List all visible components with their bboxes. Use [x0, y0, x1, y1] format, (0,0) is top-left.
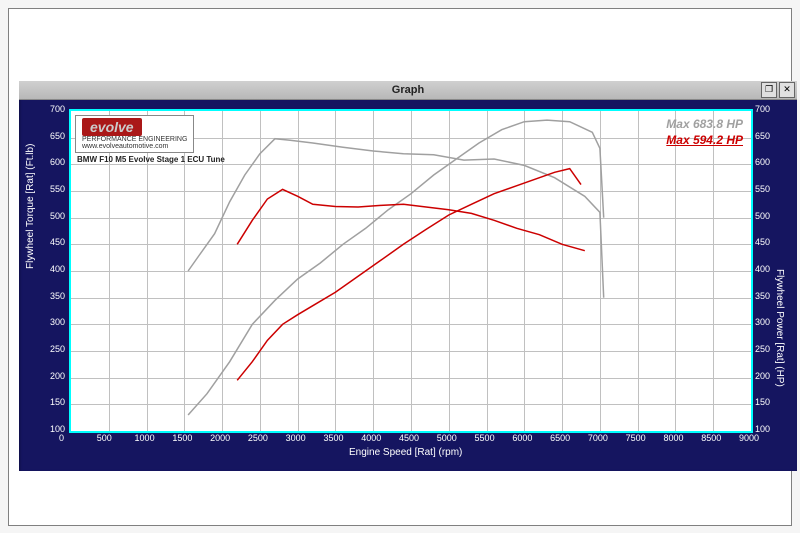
- y-right-tick: 500: [755, 211, 770, 221]
- max-label-0: Max 683.8 HP: [666, 117, 743, 131]
- x-tick: 9000: [739, 433, 759, 443]
- x-tick: 4500: [399, 433, 419, 443]
- y-right-axis-label: Flywheel Power [Rat] (HP): [774, 269, 785, 387]
- x-tick: 3000: [286, 433, 306, 443]
- x-tick: 500: [97, 433, 112, 443]
- y-right-tick: 200: [755, 371, 770, 381]
- x-tick: 8500: [701, 433, 721, 443]
- y-left-tick: 250: [50, 344, 65, 354]
- x-tick: 7000: [588, 433, 608, 443]
- y-left-axis-label: Flywheel Torque [Rat] (Ft.lb): [25, 144, 36, 269]
- title-controls: ❐ ✕: [761, 82, 795, 98]
- y-right-tick: 650: [755, 131, 770, 141]
- x-tick: 7500: [626, 433, 646, 443]
- logo-tagline: PERFORMANCE ENGINEERING: [82, 136, 187, 143]
- logo-box: evolvePERFORMANCE ENGINEERINGwww.evolvea…: [75, 115, 194, 153]
- y-right-tick: 150: [755, 397, 770, 407]
- y-right-tick: 250: [755, 344, 770, 354]
- y-left-tick: 650: [50, 131, 65, 141]
- x-tick: 2000: [210, 433, 230, 443]
- x-tick: 4000: [361, 433, 381, 443]
- x-tick: 2500: [248, 433, 268, 443]
- x-tick: 0: [59, 433, 64, 443]
- y-left-tick: 450: [50, 237, 65, 247]
- y-left-tick: 500: [50, 211, 65, 221]
- plot-area: evolvePERFORMANCE ENGINEERINGwww.evolvea…: [69, 109, 753, 433]
- x-tick: 5500: [475, 433, 495, 443]
- y-right-tick: 300: [755, 317, 770, 327]
- logo-brand: evolve: [82, 118, 142, 136]
- y-right-tick: 600: [755, 157, 770, 167]
- y-right-tick: 400: [755, 264, 770, 274]
- outer-frame: Graph ❐ ✕ evolvePERFORMANCE ENGINEERINGw…: [8, 8, 792, 526]
- y-right-tick: 100: [755, 424, 770, 434]
- y-left-tick: 300: [50, 317, 65, 327]
- y-left-tick: 700: [50, 104, 65, 114]
- y-right-tick: 550: [755, 184, 770, 194]
- window-title: Graph: [392, 84, 424, 96]
- y-left-tick: 600: [50, 157, 65, 167]
- x-tick: 3500: [323, 433, 343, 443]
- y-left-tick: 200: [50, 371, 65, 381]
- y-left-tick: 550: [50, 184, 65, 194]
- x-axis-label: Engine Speed [Rat] (rpm): [349, 447, 462, 458]
- y-right-tick: 700: [755, 104, 770, 114]
- chart-container: evolvePERFORMANCE ENGINEERINGwww.evolvea…: [19, 99, 797, 471]
- titlebar: Graph ❐ ✕: [19, 81, 797, 100]
- chart-subtitle: BMW F10 M5 Evolve Stage 1 ECU Tune: [77, 155, 225, 164]
- y-left-tick: 400: [50, 264, 65, 274]
- series-tuned_torque: [188, 139, 604, 298]
- series-tuned_power: [188, 120, 604, 415]
- series-stock_power: [237, 169, 581, 381]
- x-tick: 8000: [663, 433, 683, 443]
- x-tick: 6500: [550, 433, 570, 443]
- graph-window: Graph ❐ ✕ evolvePERFORMANCE ENGINEERINGw…: [19, 81, 797, 471]
- y-right-tick: 350: [755, 291, 770, 301]
- logo-url: www.evolveautomotive.com: [82, 143, 187, 150]
- y-left-tick: 350: [50, 291, 65, 301]
- x-tick: 1500: [172, 433, 192, 443]
- series-stock_torque: [237, 189, 585, 250]
- close-button[interactable]: ✕: [779, 82, 795, 98]
- restore-button[interactable]: ❐: [761, 82, 777, 98]
- x-tick: 5000: [437, 433, 457, 443]
- x-tick: 1000: [135, 433, 155, 443]
- y-left-tick: 100: [50, 424, 65, 434]
- y-right-tick: 450: [755, 237, 770, 247]
- max-label-1: Max 594.2 HP: [666, 133, 743, 147]
- x-tick: 6000: [512, 433, 532, 443]
- y-left-tick: 150: [50, 397, 65, 407]
